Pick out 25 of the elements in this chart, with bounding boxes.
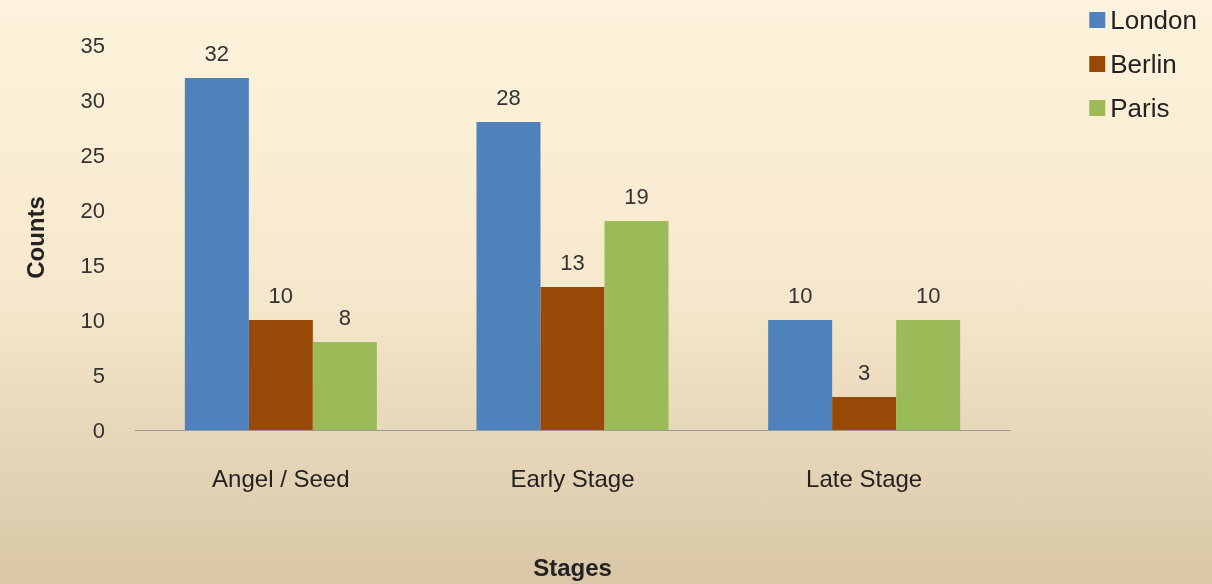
x-tick-label: Late Stage [806, 464, 923, 492]
x-tick-label: Angel / Seed [212, 464, 350, 492]
y-axis-title: Counts [21, 196, 49, 279]
data-label: 28 [496, 84, 521, 110]
data-label: 10 [268, 282, 294, 308]
y-tick-label: 25 [80, 142, 105, 168]
x-axis-title: Stages [533, 553, 612, 581]
data-label: 10 [787, 282, 813, 308]
data-label: 3 [858, 359, 871, 385]
x-tick-label: Early Stage [510, 464, 635, 492]
legend-label: Paris [1110, 93, 1170, 123]
y-tick-label: 35 [80, 32, 105, 58]
y-tick-label: 15 [80, 252, 105, 278]
y-tick-label: 30 [80, 87, 105, 113]
data-label: 32 [204, 40, 230, 66]
y-tick-label: 10 [80, 307, 105, 333]
data-label: 19 [624, 183, 649, 209]
legend-label: London [1110, 5, 1198, 35]
data-label: 8 [338, 304, 351, 330]
data-label: 10 [915, 282, 941, 308]
legend-label: Berlin [1110, 49, 1177, 79]
y-tick-label: 5 [92, 362, 105, 388]
y-tick-label: 20 [80, 197, 105, 223]
data-label: 13 [560, 249, 585, 275]
y-tick-label: 0 [92, 417, 105, 443]
